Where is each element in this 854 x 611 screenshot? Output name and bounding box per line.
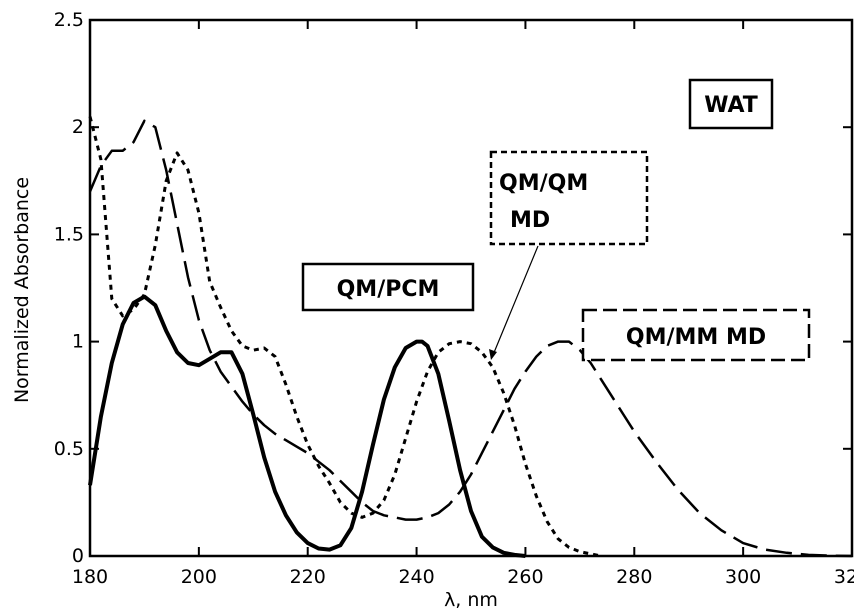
plot-frame (88, 18, 854, 558)
x-axis-title: λ, nm (444, 589, 498, 611)
y-tick-label-2: 2 (72, 116, 84, 138)
annotation-qmqm-md-box (489, 150, 649, 246)
series-line-qm-mm-md (88, 119, 853, 558)
annotation-qmqm-md-label-line1: QM/QM (499, 171, 588, 196)
annotation-qmmm-md-label: QM/MM MD (626, 325, 766, 350)
y-tick-label-0: 0 (72, 545, 84, 567)
y-tick-label-1.5: 1.5 (54, 223, 84, 245)
tick-layer: 180 200 220 240 260 280 300 320 0 0.5 1 1.5 2 2.5 (54, 9, 854, 588)
x-tick-label-320: 320 (834, 566, 854, 588)
series-line-qm-qm-md (88, 116, 602, 558)
x-tick-label-220: 220 (290, 566, 326, 588)
annotation-qmpcm: QM/PCM (301, 262, 475, 312)
annotation-arrow-head (489, 349, 497, 360)
annotation-qmmm-md-box (581, 308, 811, 362)
annotation-qmpcm-box (301, 262, 475, 312)
annotation-qmmm-md: QM/MM MD (581, 308, 811, 362)
annotation-wat-label: WAT (704, 93, 758, 118)
y-axis-title: Normalized Absorbance (11, 177, 33, 403)
y-tick-label-2.5: 2.5 (54, 9, 84, 31)
annotation-wat: WAT (688, 78, 774, 130)
x-tick-label-240: 240 (398, 566, 434, 588)
x-tick-label-180: 180 (72, 566, 108, 588)
annotation-qmqm-md: QM/QM MD (489, 150, 649, 246)
y-tick-label-0.5: 0.5 (54, 438, 84, 460)
series-layer (88, 116, 853, 558)
x-tick-label-260: 260 (507, 566, 543, 588)
y-tick-label-1: 1 (72, 331, 84, 353)
annotation-arrow-line (492, 245, 539, 356)
annotation-wat-box (688, 78, 774, 130)
x-tick-label-200: 200 (181, 566, 217, 588)
x-tick-label-280: 280 (616, 566, 652, 588)
series-line-qm-pcm (88, 294, 526, 558)
annotation-qmpcm-label: QM/PCM (337, 277, 440, 302)
x-tick-label-300: 300 (725, 566, 761, 588)
annotation-qmqm-md-label-line2: MD (510, 208, 550, 233)
